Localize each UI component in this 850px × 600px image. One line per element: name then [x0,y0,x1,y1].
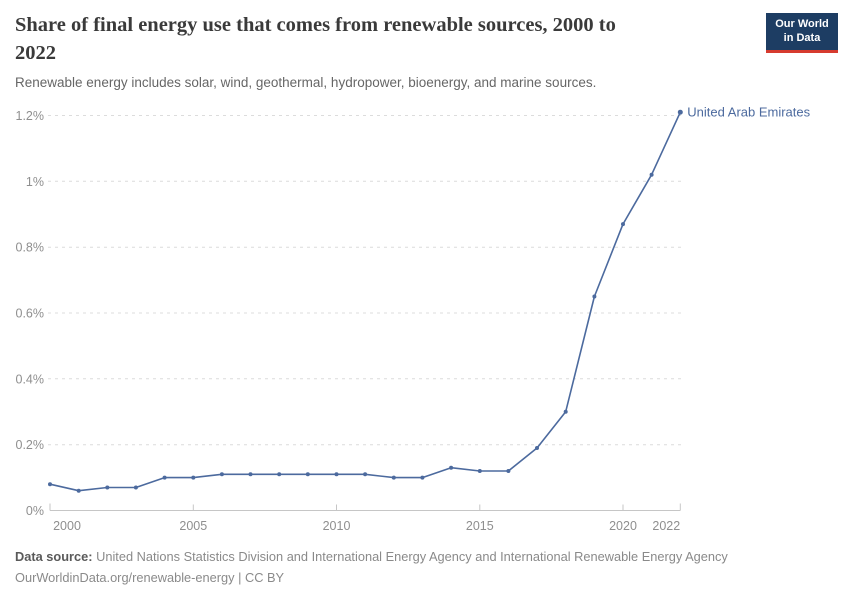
data-line[interactable] [49,111,682,492]
data-point[interactable] [334,472,339,477]
data-point[interactable] [277,472,282,477]
data-point[interactable] [677,109,683,115]
data-source-text: United Nations Statistics Division and I… [92,549,728,564]
data-point[interactable] [420,475,425,480]
y-axis-tick-label: 0% [26,504,44,518]
y-axis-tick-label: 0.4% [16,372,45,386]
data-point[interactable] [391,475,396,480]
data-point[interactable] [76,488,81,493]
chart-title: Share of final energy use that comes fro… [15,12,755,68]
x-axis-tick-label: 2020 [609,519,637,533]
data-point[interactable] [105,485,110,490]
data-point[interactable] [133,485,138,490]
footer-link[interactable]: OurWorldinData.org/renewable-energy | CC… [15,569,285,585]
x-axis-tick-label: 2022 [652,519,680,533]
x-axis-tick-label: 2005 [179,519,207,533]
data-point[interactable] [48,482,52,487]
chart-title-line2: 2022 [15,41,56,64]
data-point[interactable] [219,472,224,477]
data-source-label: Data source: [15,549,93,564]
x-axis-tick-label: 2010 [323,519,351,533]
data-point[interactable] [535,446,539,450]
data-point[interactable] [477,469,482,473]
data-point[interactable] [621,222,625,227]
chart-canvas[interactable]: 0% 0.2% 0.4% 0.6% 0.8% 1% 1.2% 2000 2005 2010 2015… [0,96,850,538]
data-point[interactable] [162,475,167,480]
y-axis-tick-label: 1.2% [16,109,45,123]
chart-subtitle: Renewable energy includes solar, wind, g… [15,75,597,90]
series-label: United Arab Emirates [687,105,810,120]
data-point[interactable] [649,172,654,177]
owid-logo-line1: Our World [775,18,829,30]
owid-logo[interactable]: Our World in Data [766,13,838,53]
y-axis-tick-label: 0.6% [16,307,45,321]
y-axis-tick-label: 0.8% [16,241,45,255]
data-source-line: Data source: United Nations Statistics D… [15,547,728,568]
chart-title-line1: Share of final energy use that comes fro… [15,14,616,36]
data-point[interactable] [248,472,253,477]
data-point[interactable] [363,472,368,477]
data-point[interactable] [563,409,568,414]
y-axis-tick-label: 1% [26,175,44,189]
owid-logo-line2: in Data [783,31,821,44]
data-point[interactable] [592,294,597,299]
chart-footer: Data source: United Nations Statistics D… [15,547,728,588]
x-axis-tick-label: 2015 [466,519,494,533]
data-point[interactable] [305,472,310,477]
data-point[interactable] [191,475,196,480]
data-point[interactable] [449,465,454,470]
data-point[interactable] [506,469,511,473]
y-axis-tick-label: 0.2% [16,438,45,452]
x-axis-tick-label: 2000 [53,519,81,533]
